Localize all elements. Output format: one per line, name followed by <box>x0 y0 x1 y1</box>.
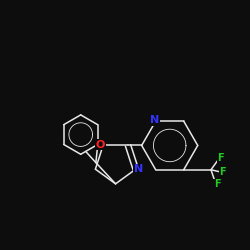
Text: O: O <box>96 140 105 150</box>
Text: F: F <box>219 167 226 177</box>
Text: N: N <box>150 115 160 125</box>
Text: F: F <box>218 153 224 163</box>
Text: N: N <box>134 164 143 174</box>
Text: F: F <box>214 179 220 189</box>
